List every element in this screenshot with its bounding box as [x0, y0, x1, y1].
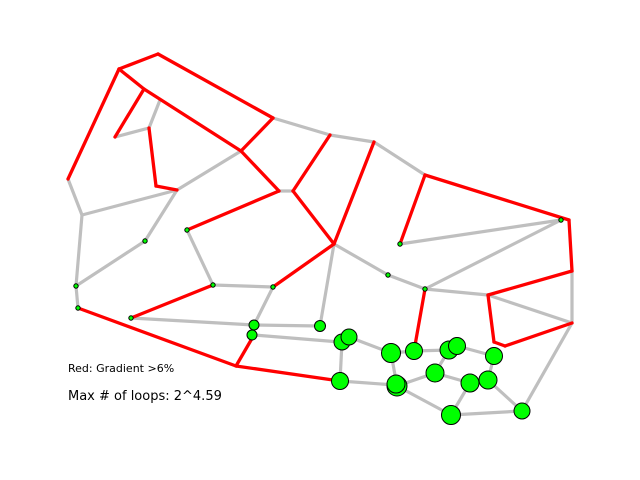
- flat-edge: [68, 179, 82, 215]
- steep-edge: [131, 285, 213, 318]
- steep-edge: [293, 191, 334, 244]
- flat-edge: [254, 325, 320, 326]
- large-node: [514, 403, 530, 419]
- flat-edge: [320, 244, 334, 326]
- gradient-legend-text: Red: Gradient >6%: [68, 362, 174, 375]
- small-node: [559, 218, 563, 222]
- small-node: [211, 283, 215, 287]
- max-loops-text: Max # of loops: 2^4.59: [68, 389, 222, 404]
- large-node: [449, 338, 466, 355]
- steep-edge: [414, 289, 425, 351]
- flat-edge: [131, 318, 254, 325]
- flat-edge: [334, 244, 388, 275]
- large-node: [332, 373, 349, 390]
- flat-edge: [254, 287, 273, 325]
- steep-edge: [334, 142, 374, 244]
- steep-edge: [569, 220, 572, 271]
- large-node: [315, 321, 326, 332]
- large-node: [247, 330, 257, 340]
- steep-edge: [149, 128, 156, 186]
- small-node: [74, 284, 78, 288]
- small-node: [76, 306, 80, 310]
- small-node: [185, 228, 189, 232]
- small-node: [143, 239, 147, 243]
- steep-edge: [425, 175, 569, 220]
- steep-edge: [119, 69, 144, 89]
- flat-edge: [425, 289, 488, 295]
- steep-edge: [119, 54, 158, 69]
- steep-edge: [78, 308, 236, 366]
- flat-edge: [213, 285, 273, 287]
- large-node: [442, 406, 461, 425]
- flat-edge: [149, 100, 160, 128]
- steep-edge: [156, 186, 177, 190]
- steep-edge: [293, 135, 330, 191]
- small-node: [423, 287, 427, 291]
- large-node: [406, 343, 423, 360]
- flat-edge: [76, 286, 78, 308]
- flat-edge: [273, 118, 330, 135]
- steep-edge: [273, 244, 334, 287]
- large-node: [341, 329, 357, 345]
- steep-edge: [241, 118, 273, 151]
- large-node: [387, 375, 405, 393]
- steep-edge: [144, 89, 241, 151]
- large-node: [479, 371, 497, 389]
- flat-edge: [76, 241, 145, 286]
- steep-edge: [494, 342, 505, 346]
- flat-edge: [451, 411, 522, 415]
- steep-edge: [488, 271, 572, 295]
- steep-edge: [400, 175, 425, 244]
- large-node: [486, 348, 503, 365]
- flat-edge: [330, 135, 374, 142]
- flat-edge: [374, 142, 425, 175]
- large-node: [461, 374, 479, 392]
- large-node: [382, 344, 401, 363]
- small-node: [398, 242, 402, 246]
- large-node: [426, 364, 444, 382]
- flat-edge: [488, 295, 572, 323]
- steep-edge: [68, 69, 119, 179]
- small-node: [271, 285, 275, 289]
- steep-edge: [488, 295, 494, 342]
- large-node: [249, 320, 259, 330]
- flat-edge: [76, 215, 82, 286]
- steep-edge: [236, 366, 340, 381]
- small-node: [129, 316, 133, 320]
- small-node: [386, 273, 390, 277]
- flat-edge: [388, 275, 425, 289]
- steep-edge: [187, 191, 279, 230]
- flat-edge: [187, 230, 213, 285]
- flat-edge: [254, 335, 340, 342]
- flat-edge: [177, 151, 241, 190]
- steep-edge: [241, 151, 279, 191]
